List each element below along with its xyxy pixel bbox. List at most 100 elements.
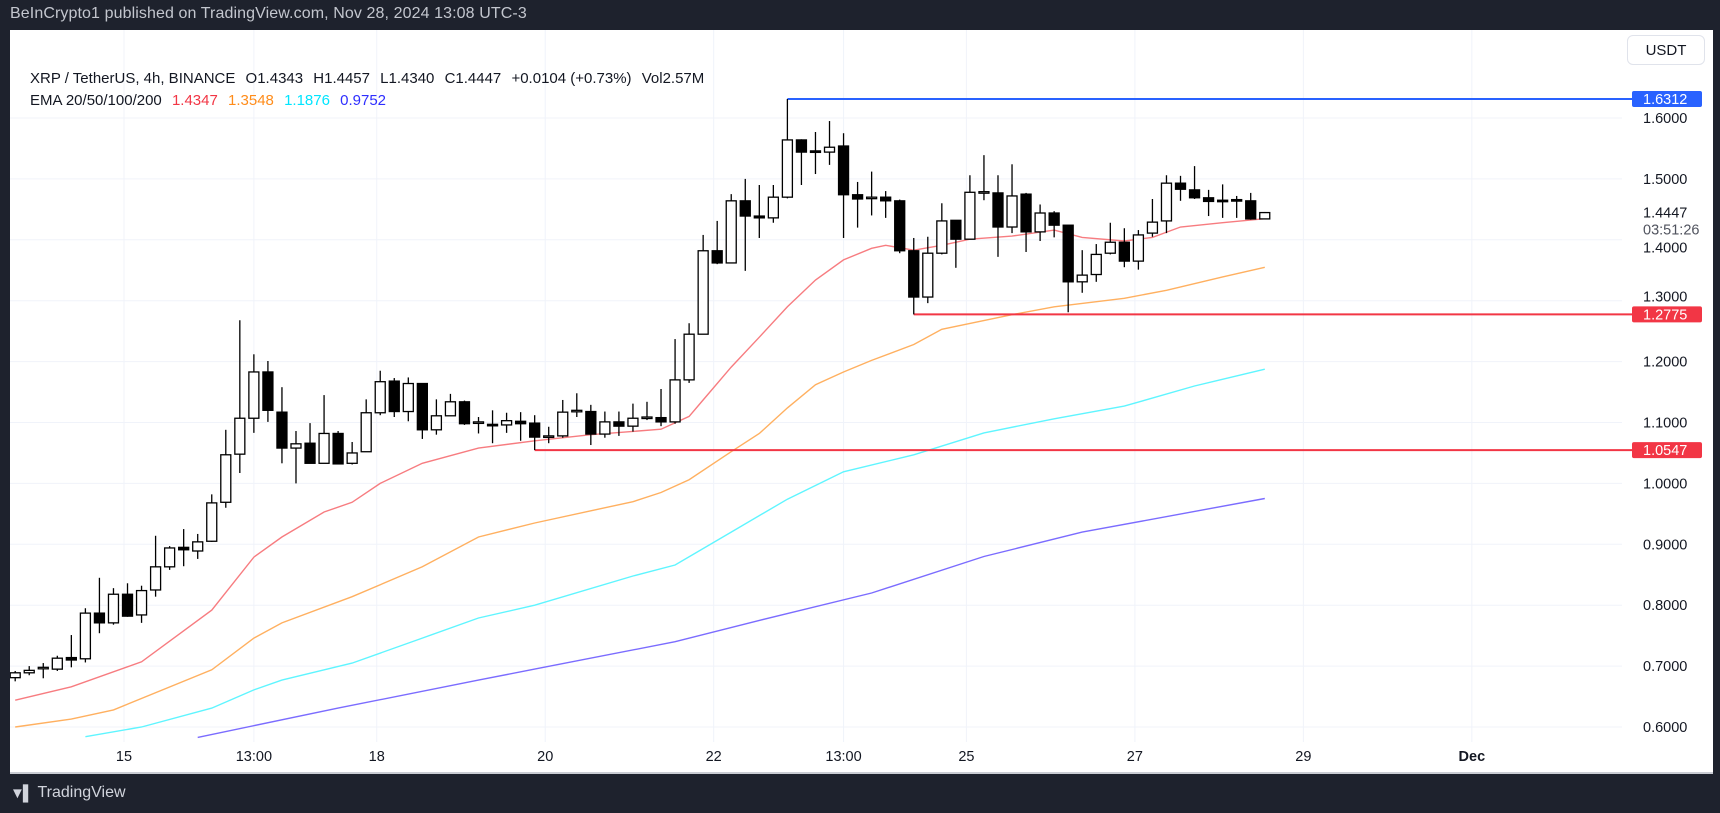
candle-body bbox=[1202, 197, 1215, 203]
candle bbox=[936, 203, 948, 255]
candle bbox=[346, 441, 358, 465]
candle bbox=[655, 389, 667, 427]
level-price-label: 1.0547 bbox=[1643, 443, 1687, 459]
countdown-label: 03:51:26 bbox=[1643, 223, 1699, 239]
candle-body bbox=[149, 566, 162, 591]
candle bbox=[837, 133, 850, 238]
candle-body bbox=[332, 432, 344, 465]
ema100-value: 1.1876 bbox=[284, 92, 330, 109]
time-tick-label: 18 bbox=[369, 749, 385, 765]
candle bbox=[388, 378, 400, 418]
candle-body bbox=[262, 371, 274, 411]
candle-body bbox=[10, 672, 21, 679]
candle bbox=[922, 236, 934, 304]
candle-body bbox=[1118, 241, 1130, 262]
ema-line-ema20 bbox=[15, 218, 1265, 701]
candle bbox=[234, 320, 246, 474]
candle-body bbox=[1245, 200, 1257, 220]
candle bbox=[1104, 222, 1116, 255]
candle bbox=[571, 393, 583, 418]
candle bbox=[669, 339, 681, 424]
price-tick-label: 1.4000 bbox=[1643, 241, 1687, 257]
candle bbox=[178, 529, 190, 567]
candle-body bbox=[1259, 211, 1271, 220]
candle bbox=[444, 393, 457, 417]
candle-body bbox=[543, 435, 555, 439]
candle bbox=[908, 237, 920, 315]
candle bbox=[304, 423, 316, 464]
candle-body bbox=[220, 454, 232, 503]
time-tick-label: Dec bbox=[1459, 749, 1486, 765]
candle bbox=[767, 184, 779, 223]
candle-body bbox=[192, 541, 204, 552]
candle-body bbox=[1160, 182, 1173, 222]
candle bbox=[529, 415, 541, 451]
candle-body bbox=[950, 219, 962, 240]
candle bbox=[557, 399, 569, 438]
candle-body bbox=[107, 593, 120, 624]
candle bbox=[318, 395, 330, 464]
candle bbox=[711, 220, 723, 265]
time-tick-label: 25 bbox=[958, 749, 974, 765]
price-tick-label: 0.8000 bbox=[1643, 598, 1687, 614]
ohlc-legend: XRP / TetherUS, 4h, BINANCE O1.4343 H1.4… bbox=[30, 70, 710, 87]
candle bbox=[10, 670, 21, 682]
ema-label[interactable]: EMA 20/50/100/200 bbox=[30, 92, 162, 109]
candle-body bbox=[753, 215, 765, 219]
symbol-title[interactable]: XRP / TetherUS, 4h, BINANCE bbox=[30, 70, 236, 87]
candle bbox=[374, 370, 386, 416]
time-tick-label: 13:00 bbox=[236, 749, 272, 765]
candle-body bbox=[1174, 182, 1187, 190]
candle-body bbox=[458, 401, 471, 425]
candle bbox=[697, 234, 709, 335]
candle-body bbox=[851, 194, 864, 200]
currency-button[interactable]: USDT bbox=[1627, 35, 1705, 65]
price-tick-label: 0.9000 bbox=[1643, 537, 1687, 553]
price-chart[interactable]: 0.6000 0.7000 0.8000 0.9000 1.0000 1.1000 1.20… bbox=[10, 30, 1713, 772]
candle-body bbox=[1048, 212, 1060, 226]
candle-body bbox=[1146, 221, 1159, 234]
candle bbox=[599, 411, 611, 438]
candle bbox=[416, 382, 429, 439]
candle-body bbox=[767, 196, 779, 219]
price-tick-label: 0.6000 bbox=[1643, 720, 1687, 736]
candle bbox=[851, 181, 864, 228]
candle bbox=[332, 431, 344, 465]
ema-line-ema50 bbox=[15, 266, 1265, 728]
candle bbox=[795, 139, 808, 185]
candle-body bbox=[374, 381, 386, 414]
tradingview-logo[interactable]: ▼▌ TradingView bbox=[10, 784, 126, 802]
candle-body bbox=[416, 382, 429, 431]
candle-body bbox=[1076, 274, 1088, 283]
candle-body bbox=[1006, 195, 1018, 228]
candle bbox=[781, 98, 794, 199]
candle bbox=[290, 431, 302, 484]
ema-legend: EMA 20/50/100/200 1.4347 1.3548 1.1876 0… bbox=[30, 92, 392, 109]
candle bbox=[1006, 164, 1018, 234]
candle-body bbox=[514, 420, 527, 425]
candle-body bbox=[121, 593, 134, 617]
candle-body bbox=[444, 401, 457, 417]
candle-body bbox=[823, 146, 836, 153]
candle-body bbox=[472, 421, 485, 425]
candle-body bbox=[697, 250, 709, 335]
candle-body bbox=[725, 200, 737, 264]
chart-panel[interactable]: 0.6000 0.7000 0.8000 0.9000 1.0000 1.1000 1.20… bbox=[10, 30, 1713, 774]
tradingview-logo-text: TradingView bbox=[37, 784, 126, 801]
price-tick-label: 1.0000 bbox=[1643, 476, 1687, 492]
price-tick-label: 1.6000 bbox=[1643, 111, 1687, 127]
candle-body bbox=[234, 417, 246, 455]
candle bbox=[1160, 175, 1173, 234]
candle bbox=[458, 400, 471, 425]
candle-body bbox=[627, 417, 639, 427]
candle bbox=[809, 132, 822, 175]
candle-body bbox=[809, 150, 822, 154]
candle bbox=[276, 387, 288, 464]
candle-body bbox=[79, 612, 92, 660]
candle-body bbox=[557, 411, 569, 437]
legend-open: O1.4343 bbox=[245, 70, 304, 87]
candle-body bbox=[37, 666, 49, 670]
candle bbox=[1048, 211, 1060, 238]
candle bbox=[1188, 166, 1201, 199]
candle bbox=[1076, 250, 1088, 293]
